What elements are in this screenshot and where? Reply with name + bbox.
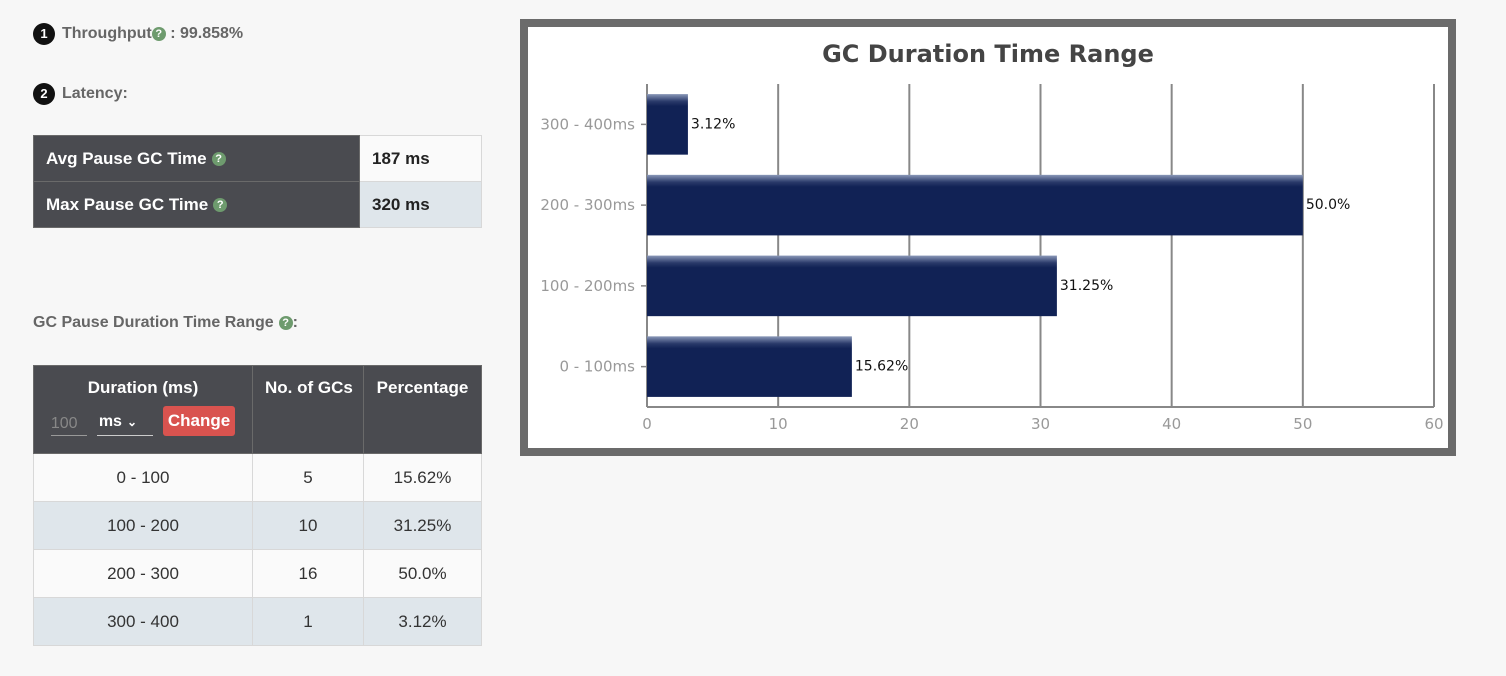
max-pause-label: Max Pause GC Time (46, 194, 209, 214)
range-title-label: GC Pause Duration Time Range (33, 314, 274, 331)
table-header-cell: Avg Pause GC Time? (33, 135, 360, 182)
count-cell: 10 (252, 501, 364, 550)
latency-label: Latency: (62, 85, 128, 103)
help-icon[interactable]: ? (211, 152, 226, 167)
max-pause-value: 320 ms (359, 181, 482, 228)
x-tick-label: 40 (1162, 415, 1181, 433)
duration-controls: ms ⌄ Change (42, 406, 244, 436)
data-label: 15.62% (855, 359, 908, 375)
chart-frame: GC Duration Time Range 0 10 20 30 40 50 60 0 - … (520, 19, 1456, 456)
duration-header: Duration (ms) ms ⌄ Change (33, 365, 253, 454)
chart-bar (647, 255, 1057, 317)
avg-pause-value: 187 ms (359, 135, 482, 182)
y-tick-label: 100 - 200ms (540, 277, 635, 295)
range-cell: 200 - 300 (33, 549, 253, 598)
chart-bar (647, 94, 688, 155)
percentage-cell: 15.62% (363, 453, 482, 502)
change-button[interactable]: Change (162, 406, 236, 436)
help-icon[interactable]: ? (278, 315, 293, 330)
chevron-down-icon: ⌄ (126, 415, 138, 429)
avg-pause-label: Avg Pause GC Time (46, 148, 207, 168)
step-number-badge: 1 (33, 23, 55, 45)
chart-panel: GC Duration Time Range 0 10 20 30 40 50 60 0 - … (528, 27, 1448, 448)
table-row: Avg Pause GC Time? 187 ms (33, 135, 482, 182)
percentage-cell: 3.12% (363, 597, 482, 646)
percentage-header: Percentage (363, 365, 482, 454)
x-tick-label: 0 (642, 415, 652, 433)
count-header: No. of GCs (252, 365, 364, 454)
unit-value: ms (98, 413, 122, 430)
table-header-cell: Max Pause GC Time? (33, 181, 360, 228)
table-row: 200 - 300 16 50.0% (33, 549, 482, 598)
count-cell: 1 (252, 597, 364, 646)
chart-title: GC Duration Time Range (822, 40, 1154, 68)
table-row: 0 - 100 5 15.62% (33, 453, 482, 502)
table-row: 100 - 200 10 31.25% (33, 501, 482, 550)
step-number-badge: 2 (33, 83, 55, 105)
table-row: Max Pause GC Time? 320 ms (33, 181, 482, 228)
range-section-title: GC Pause Duration Time Range?: (33, 314, 298, 332)
latency-heading: 2 Latency: (33, 83, 128, 105)
count-cell: 5 (252, 453, 364, 502)
percentage-cell: 31.25% (363, 501, 482, 550)
range-cell: 300 - 400 (33, 597, 253, 646)
percentage-cell: 50.0% (363, 549, 482, 598)
chart-bar (647, 336, 852, 397)
chart-bar (647, 174, 1303, 236)
x-tick-label: 50 (1293, 415, 1312, 433)
throughput-metric: 1 Throughput? : 99.858% (33, 23, 243, 45)
help-icon[interactable]: ? (213, 198, 228, 213)
data-label: 3.12% (691, 116, 735, 132)
range-cell: 0 - 100 (33, 453, 253, 502)
x-tick-label: 60 (1424, 415, 1443, 433)
table-row: 300 - 400 1 3.12% (33, 597, 482, 646)
y-tick-label: 300 - 400ms (540, 115, 635, 133)
gc-duration-chart: GC Duration Time Range 0 10 20 30 40 50 60 0 - … (540, 40, 1443, 433)
help-icon[interactable]: ? (151, 27, 166, 41)
throughput-label: Throughput (62, 25, 152, 43)
count-cell: 16 (252, 549, 364, 598)
y-tick-label: 0 - 100ms (559, 358, 635, 376)
x-tick-label: 10 (769, 415, 788, 433)
x-tick-label: 30 (1031, 415, 1050, 433)
range-title-suffix: : (292, 314, 298, 331)
data-label: 31.25% (1060, 278, 1113, 294)
unit-select[interactable]: ms ⌄ (96, 411, 153, 436)
data-label: 50.0% (1306, 197, 1350, 213)
table-header-row: Duration (ms) ms ⌄ Change No. of GCs Perc… (33, 365, 482, 454)
throughput-value: : 99.858% (170, 25, 244, 43)
y-tick-label: 200 - 300ms (540, 196, 635, 214)
interval-input[interactable] (50, 413, 87, 436)
latency-table: Avg Pause GC Time? 187 ms Max Pause GC T… (33, 135, 482, 228)
gc-range-table: Duration (ms) ms ⌄ Change No. of GCs Perc… (33, 365, 482, 646)
x-tick-label: 20 (900, 415, 919, 433)
duration-header-label: Duration (ms) (87, 378, 199, 397)
range-cell: 100 - 200 (33, 501, 253, 550)
